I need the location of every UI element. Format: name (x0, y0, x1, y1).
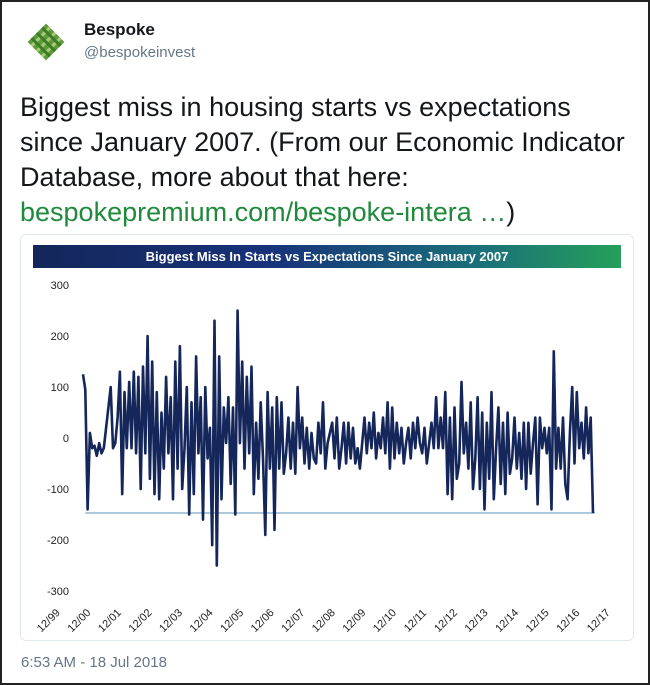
x-tick-label: 12/15 (524, 607, 552, 635)
author-handle[interactable]: @bespokeinvest (84, 44, 196, 61)
x-tick-label: 12/06 (249, 607, 277, 635)
y-tick-label: -200 (47, 535, 69, 547)
x-tick-label: 12/12 (432, 607, 460, 635)
x-tick-label: 12/04 (188, 607, 216, 635)
x-tick-label: 12/16 (554, 607, 582, 635)
x-tick-label: 12/11 (402, 607, 429, 634)
tweet-timestamp[interactable]: 6:53 AM - 18 Jul 2018 (21, 654, 167, 671)
y-tick-label: -300 (47, 586, 69, 598)
author-name[interactable]: Bespoke (84, 20, 155, 39)
x-tick-label: 12/08 (310, 607, 338, 635)
tweet-text: Biggest miss in housing starts vs expect… (20, 90, 640, 230)
tweet-text-tail: ) (506, 197, 516, 227)
y-tick-label: 200 (51, 331, 69, 343)
tweet-text-body: Biggest miss in housing starts vs expect… (20, 92, 625, 192)
x-tick-label: 12/02 (127, 607, 155, 635)
chart-title: Biggest Miss In Starts vs Expectations S… (33, 245, 621, 268)
x-tick-label: 12/17 (585, 607, 613, 635)
y-tick-label: 300 (51, 280, 69, 292)
x-tick-label: 12/10 (371, 607, 399, 635)
bespoke-logo-icon[interactable] (26, 22, 66, 62)
x-tick-label: 12/14 (493, 607, 521, 635)
y-tick-label: 100 (51, 382, 69, 394)
x-tick-label: 12/07 (279, 607, 307, 635)
x-tick-label: 12/00 (65, 607, 93, 635)
tweet-link[interactable]: bespokepremium.com/bespoke-intera … (20, 197, 507, 227)
x-tick-label: 12/13 (463, 607, 491, 635)
x-tick-label: 12/03 (157, 607, 185, 635)
chart-card[interactable]: Biggest Miss In Starts vs Expectations S… (20, 234, 634, 641)
series-line (81, 309, 595, 567)
y-tick-label: 0 (63, 433, 69, 445)
x-tick-label: 12/09 (340, 607, 368, 635)
x-tick-label: 12/99 (35, 607, 63, 635)
x-tick-label: 12/05 (218, 607, 246, 635)
y-tick-label: -100 (47, 484, 69, 496)
x-tick-label: 12/01 (96, 607, 124, 635)
